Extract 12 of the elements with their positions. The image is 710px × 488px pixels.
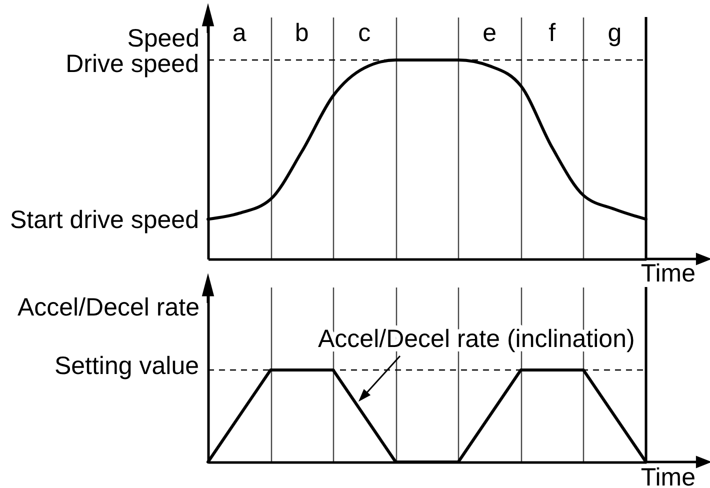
text: Start drive speed [10, 206, 199, 234]
x-tick-label: f [548, 19, 556, 47]
y-axis-title: Speed [127, 24, 200, 52]
x-tick-label: g [608, 19, 622, 47]
x-tick-label: e [482, 19, 497, 47]
y-axis-title: Accel/Decel rate [17, 294, 200, 322]
x-tick-label: b [294, 19, 309, 47]
x-tick-label: a [232, 19, 246, 47]
x-axis-title: Time [640, 260, 696, 288]
ref-line-label: Setting value [54, 352, 199, 380]
x-axis-title: Time [640, 464, 696, 488]
x-tick-label: c [358, 19, 371, 47]
